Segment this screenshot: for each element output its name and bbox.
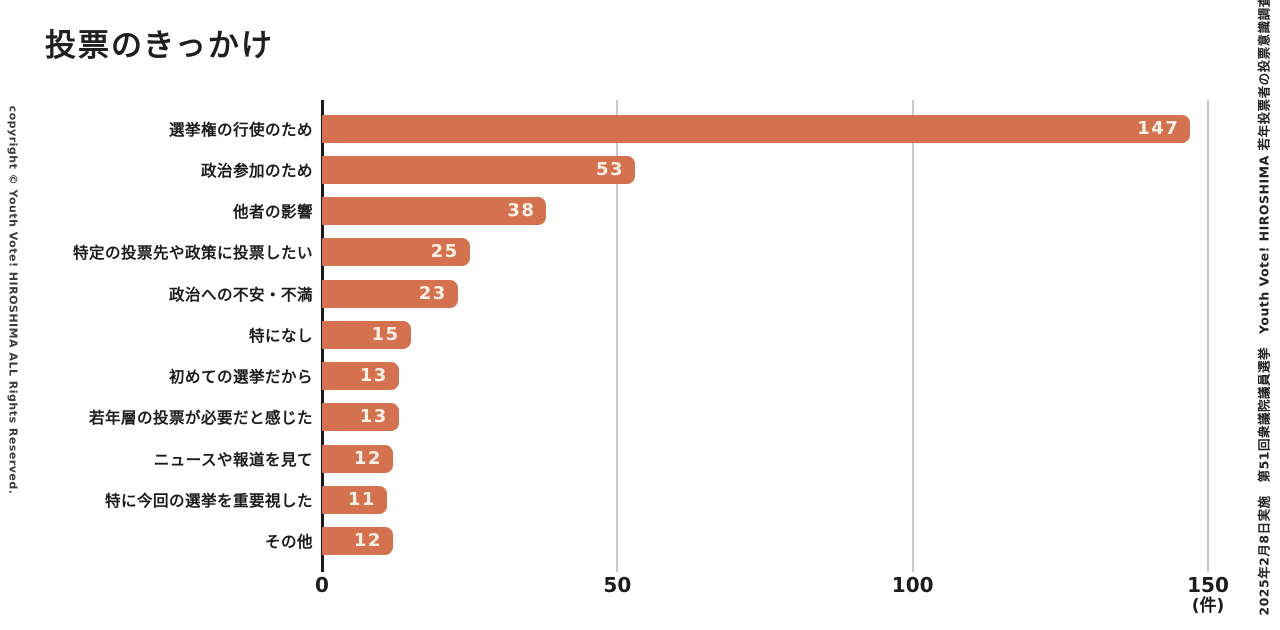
x-tick-0: 0 [315,573,329,597]
bar: 23 [322,279,458,308]
x-tick-150: 150 (件) [1187,574,1229,617]
chart-row: 特定の投票先や政策に投票したい 25 [73,232,1208,273]
bar: 12 [322,444,393,473]
bar: 13 [322,403,399,432]
bar-value-label: 147 [1137,117,1180,139]
copyright-watermark: copyright © Youth Vote! HIROSHIMA ALL Ri… [6,105,20,495]
chart-row: 若年層の投票が必要だと感じた 13 [89,397,1208,438]
chart-row: 特になし 15 [249,314,1208,355]
category-label: 若年層の投票が必要だと感じた [88,409,313,428]
x-axis: 0 50 100 150 (件) [315,573,1229,622]
bar: 25 [322,238,470,267]
category-label: 特に今回の選挙を重要視した [104,492,313,511]
chart-row: ニュースや報道を見て 12 [154,438,1208,479]
bar-chart-plot-area: 選挙権の行使のため 147 政治参加のため 53 他者の影響 38 特定の投票先や政策に投票… [73,100,1209,572]
bar: 38 [322,197,547,226]
category-label: その他 [264,533,313,552]
bar-value-label: 11 [347,489,376,511]
chart-row: その他 12 [265,521,1208,562]
category-label: 政治への不安・不満 [168,285,313,304]
bar-value-label: 12 [353,447,382,469]
chart-row: 政治への不安・不満 23 [169,273,1208,314]
bar-value-label: 15 [371,323,400,345]
category-label: 特になし [248,326,313,345]
bar-value-label: 38 [507,200,536,222]
x-tick-50: 50 [603,573,632,597]
bar-value-label: 25 [430,241,459,263]
bar: 13 [322,362,399,391]
gridline-100 [911,100,914,572]
chart-row: 初めての選挙だから 13 [169,356,1208,397]
chart-row: 政治参加のため 53 [201,149,1208,190]
bar: 147 [322,114,1191,143]
category-label: ニュースや報道を見て [153,450,313,469]
bar-rows-container: 選挙権の行使のため 147 政治参加のため 53 他者の影響 38 特定の投票先や政策に投票… [73,108,1208,562]
gridline-50 [616,100,619,572]
bar: 11 [322,486,387,515]
category-label: 政治参加のため [200,161,313,180]
bar-value-label: 23 [418,282,447,304]
bar: 15 [322,320,411,349]
page-title: 投票のきっかけ [45,28,274,64]
category-label: 他者の影響 [232,203,313,222]
gridline-150 [1207,100,1209,572]
bar-value-label: 53 [595,158,625,180]
x-axis-unit-label: (件) [1191,596,1225,616]
chart-row: 選挙権の行使のため 147 [169,108,1208,149]
x-tick-150-label: 150 [1187,573,1229,597]
category-label: 選挙権の行使のため [168,120,313,139]
bar-value-label: 13 [359,365,388,387]
bar: 53 [322,155,636,184]
bar-value-label: 12 [353,530,382,552]
x-tick-100: 100 [891,573,934,597]
chart-row: 他者の影響 38 [233,191,1208,232]
category-label: 初めての選挙だから [168,368,313,387]
category-label: 特定の投票先や政策に投票したい [72,244,313,263]
survey-caption: 2025年2月8日実施 第51回衆議院議員選挙 Youth Vote! HIRO… [1256,0,1272,616]
bar: 12 [322,527,393,556]
chart-row: 特に今回の選挙を重要視した 11 [105,479,1208,520]
bar-value-label: 13 [359,406,388,428]
